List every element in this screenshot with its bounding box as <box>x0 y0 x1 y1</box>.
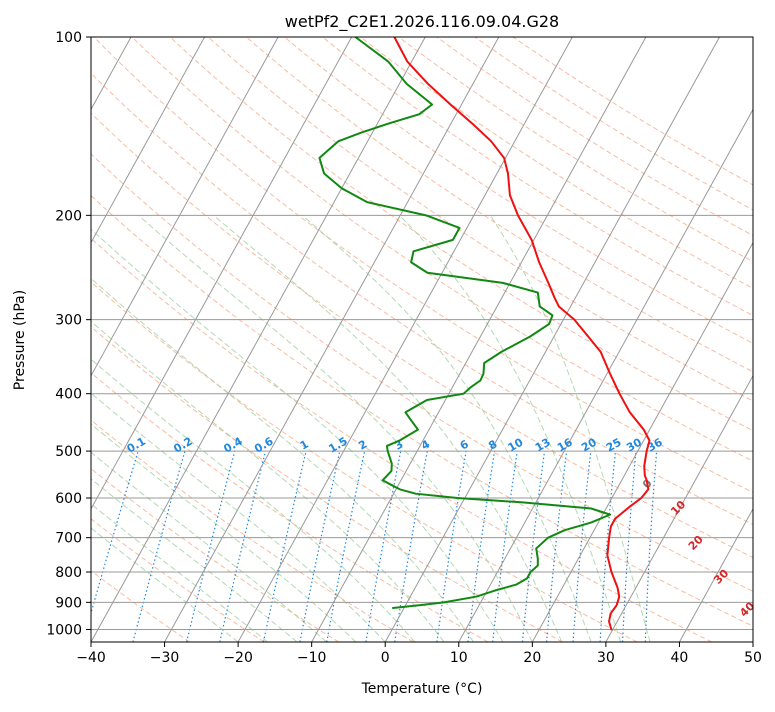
isotherm-line <box>91 37 426 642</box>
dry-adiabat-line <box>93 37 753 494</box>
isotherm-line <box>458 108 753 642</box>
dry-adiabat-line <box>91 372 489 642</box>
moist-adiabat-line <box>91 320 445 642</box>
y-tick-label: 100 <box>55 30 82 46</box>
dry-adiabat-line <box>91 237 713 642</box>
isotherm-line <box>164 37 500 642</box>
isotherms <box>91 37 753 642</box>
mixing-ratio-line <box>492 451 518 642</box>
y-tick-label: 400 <box>55 387 82 403</box>
x-axis-label: Temperature (°C) <box>361 681 483 697</box>
mixing-ratio-line <box>219 450 267 642</box>
dewpoint-line <box>318 37 612 609</box>
dry-adiabat-line <box>91 518 265 642</box>
moist-adiabats <box>91 214 651 642</box>
plot-frame <box>90 36 754 643</box>
mixing-ratio-line <box>521 451 546 642</box>
isotherm-line <box>237 37 573 642</box>
x-tick-label: −10 <box>297 650 327 666</box>
profile-series <box>318 37 651 631</box>
moist-adiabat-line <box>91 503 268 642</box>
mixing-ratio-lines <box>91 450 658 642</box>
dry-adiabat-line <box>91 281 638 642</box>
dry-adiabat-line <box>207 37 753 402</box>
dry-adiabat-line <box>245 37 753 373</box>
mixing-ratio-line <box>186 450 236 642</box>
y-tick-label: 600 <box>55 491 82 507</box>
dry-adiabat-line <box>91 72 753 526</box>
mixing-ratio-line <box>262 450 307 642</box>
chart-title: wetPf2_C2E1.2026.116.09.04.G28 <box>285 12 559 32</box>
mixing-ratio-line <box>572 451 592 642</box>
dry-adiabat-line <box>91 194 753 627</box>
y-tick-label: 300 <box>55 313 82 329</box>
x-tick-label: −30 <box>150 650 180 666</box>
isotherm-line <box>91 37 353 510</box>
moist-adiabat-line <box>301 214 592 642</box>
moist-adiabat-line <box>399 214 622 642</box>
dry-adiabat-line <box>91 570 190 642</box>
x-tick-label: 50 <box>744 650 762 666</box>
x-tick-label: −20 <box>223 650 253 666</box>
moist-adiabat-line <box>91 423 357 642</box>
temperature-line <box>393 37 651 631</box>
x-tick-label: 10 <box>450 650 468 666</box>
moist-adiabat-line <box>489 215 651 642</box>
y-tick-label: 800 <box>55 565 82 581</box>
isotherm-line <box>679 507 753 642</box>
isotherm-line <box>605 374 753 642</box>
mixing-ratio-line <box>467 451 496 642</box>
dry-adiabat-line <box>91 112 753 559</box>
x-tick-label: 30 <box>597 650 615 666</box>
mixing-ratio-line <box>546 451 568 642</box>
moist-adiabat-line <box>91 451 327 642</box>
x-tick-label: 40 <box>671 650 689 666</box>
y-tick-label: 200 <box>55 208 82 224</box>
mixing-ratio-line <box>91 450 139 616</box>
moist-adiabat-line <box>91 228 504 642</box>
isotherm-line <box>531 241 753 642</box>
y-tick-label: 900 <box>55 595 82 611</box>
moist-adiabat-line <box>91 478 298 642</box>
moist-adiabat-line <box>91 277 474 642</box>
moist-adiabat-line <box>91 358 416 642</box>
x-tick-label: 0 <box>381 650 390 666</box>
moist-adiabat-line <box>91 392 386 642</box>
dry-adiabat-line <box>360 37 753 289</box>
moist-adiabat-line <box>138 214 533 642</box>
moist-adiabat-line <box>213 214 563 642</box>
mixing-ratio-line <box>436 451 467 642</box>
y-axis-label: Pressure (hPa) <box>12 290 28 390</box>
axes-ticks: −40 −30 −20 −10 0 10 20 30 40 50 100 200 300 400 500 60… <box>46 30 762 666</box>
isotherm-line <box>91 37 206 244</box>
x-tick-label: 20 <box>523 650 541 666</box>
dry-adiabat-line <box>91 153 753 592</box>
isotherm-line <box>311 37 647 642</box>
mixing-ratio-line <box>599 451 617 642</box>
dry-adiabat-line <box>91 468 340 642</box>
y-tick-label: 500 <box>55 444 82 460</box>
x-tick-label: −40 <box>76 650 106 666</box>
y-tick-label: 700 <box>55 531 82 547</box>
isotherm-line <box>91 37 279 377</box>
plot-background <box>91 37 753 642</box>
y-tick-label: 1000 <box>46 622 82 638</box>
isotherm-line <box>384 37 720 642</box>
